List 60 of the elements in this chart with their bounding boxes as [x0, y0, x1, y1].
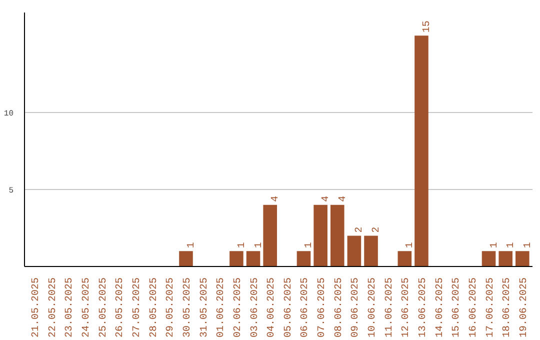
data-label: 4 — [338, 196, 349, 202]
x-tick-label: 06.06.2025 — [300, 277, 312, 338]
data-label: 4 — [270, 196, 282, 202]
data-label: 1 — [236, 242, 248, 248]
x-tick-label: 13.06.2025 — [418, 277, 429, 338]
data-label: 1 — [254, 242, 265, 248]
bar — [230, 251, 244, 266]
x-tick-label: 04.06.2025 — [266, 277, 278, 338]
data-label: 1 — [405, 242, 416, 248]
y-tick-label: 5 — [8, 186, 14, 196]
x-tick-label: 31.05.2025 — [199, 277, 210, 338]
x-tick-label: 09.06.2025 — [350, 277, 362, 338]
x-tick-label: 30.05.2025 — [182, 277, 194, 338]
x-tick-label: 15.06.2025 — [452, 277, 463, 338]
x-tick-label: 23.05.2025 — [64, 277, 76, 338]
y-tick-label: 10 — [4, 110, 14, 119]
x-tick-label: 11.06.2025 — [384, 277, 396, 338]
bar — [347, 236, 362, 266]
x-tick-label: 21.05.2025 — [31, 277, 42, 338]
data-label: 1 — [186, 242, 198, 248]
data-label: 1 — [489, 242, 500, 248]
bar — [516, 251, 530, 266]
x-tick-label: 10.06.2025 — [368, 277, 379, 338]
x-tick-label: 01.06.2025 — [216, 277, 228, 338]
x-tick-label: 12.06.2025 — [401, 277, 412, 338]
x-tick-label: 26.05.2025 — [115, 277, 126, 338]
data-label: 4 — [321, 196, 332, 202]
x-tick-label: 08.06.2025 — [334, 277, 345, 338]
data-label: 1 — [506, 242, 518, 248]
x-tick-label: 19.06.2025 — [518, 277, 530, 338]
x-tick-label: 25.05.2025 — [98, 277, 110, 338]
x-tick-label: 05.06.2025 — [283, 277, 294, 338]
bar — [330, 204, 344, 266]
x-tick-label: 27.05.2025 — [132, 277, 144, 338]
x-tick-label: 07.06.2025 — [317, 277, 328, 338]
data-label: 2 — [354, 226, 366, 233]
x-tick-label: 29.05.2025 — [166, 277, 177, 338]
bar — [364, 236, 378, 266]
x-tick-label: 22.05.2025 — [48, 277, 59, 338]
x-tick-label: 16.06.2025 — [468, 277, 480, 338]
data-label: 1 — [304, 242, 316, 248]
x-tick-label: 14.06.2025 — [434, 277, 446, 338]
data-label: 1 — [522, 242, 534, 248]
bar — [498, 251, 512, 266]
x-tick-label: 02.06.2025 — [232, 277, 244, 338]
x-tick-label: 03.06.2025 — [250, 277, 261, 338]
x-tick-label: 17.06.2025 — [485, 277, 496, 338]
bar — [246, 251, 260, 266]
bar — [482, 251, 496, 266]
data-label: 15 — [422, 20, 433, 33]
bar — [414, 36, 428, 266]
bar — [179, 251, 193, 266]
x-tick-label: 24.05.2025 — [82, 277, 93, 338]
x-tick-label: 18.06.2025 — [502, 277, 514, 338]
bar — [296, 251, 311, 266]
bar — [314, 204, 328, 266]
x-tick-label: 28.05.2025 — [148, 277, 160, 338]
bar — [398, 251, 412, 266]
data-label: 2 — [372, 226, 383, 233]
bar — [263, 204, 277, 266]
